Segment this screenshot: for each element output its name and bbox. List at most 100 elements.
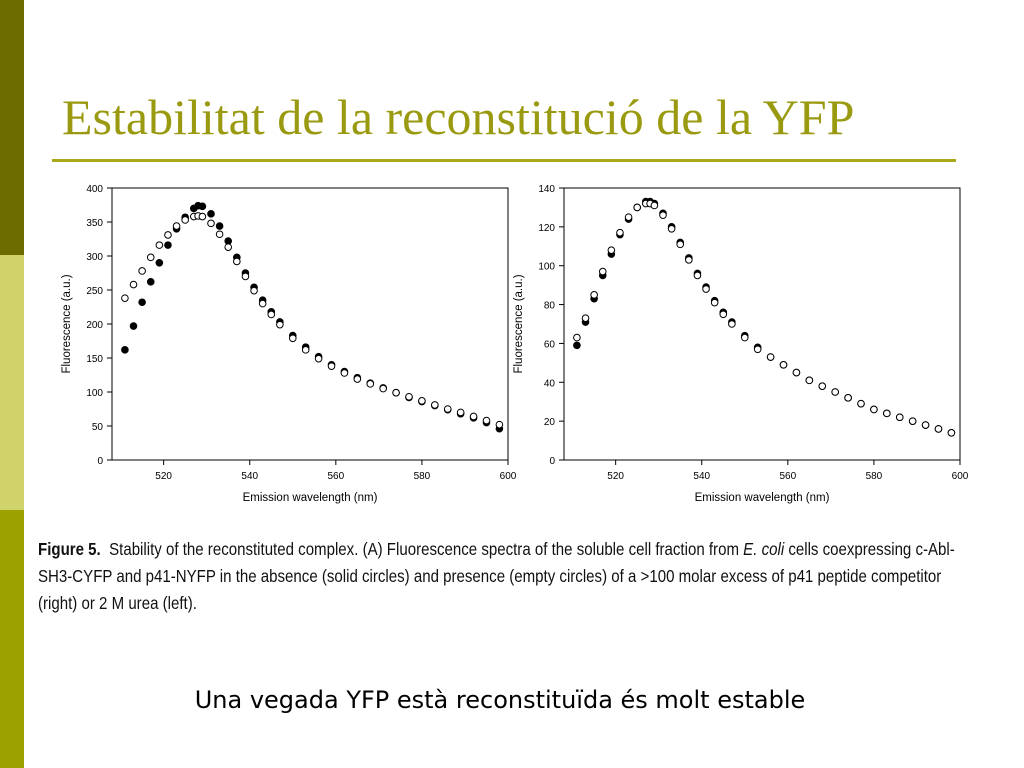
data-point-open (215, 230, 224, 239)
data-point-open (207, 219, 215, 228)
y-tick-label: 0 (97, 456, 103, 467)
y-tick-label: 200 (86, 320, 103, 331)
data-point-open (818, 382, 827, 390)
slide-footer-text: Una vegada YFP està reconstituïda és mol… (194, 686, 806, 714)
data-point-open (129, 280, 138, 289)
y-tick-label: 100 (538, 262, 555, 273)
side-bar-mid (0, 510, 24, 768)
data-point-open (198, 212, 207, 221)
y-tick-label: 150 (86, 354, 103, 365)
data-point-solid (129, 322, 138, 330)
x-tick-label: 560 (779, 471, 796, 482)
data-point-open (607, 246, 616, 254)
chart-svg: 0 20 40 60 80 100 120 140 520 540 560 580 600 Emissio… (513, 184, 969, 504)
data-point-open (831, 388, 839, 396)
caption-label: Figure 5. (38, 539, 101, 559)
data-point-open (616, 228, 624, 237)
plot-frame (563, 187, 961, 461)
data-point-open (314, 354, 323, 363)
data-point-open (469, 412, 478, 421)
data-point-open (702, 285, 710, 293)
data-point-open (870, 405, 878, 414)
data-point-open (138, 267, 146, 275)
y-tick-label: 300 (86, 252, 103, 263)
data-point-open (844, 394, 852, 402)
data-point-open (267, 310, 276, 319)
y-tick-label: 60 (544, 339, 556, 350)
y-axis-label: Fluorescence (a.u.) (513, 274, 525, 373)
data-point-open (659, 211, 667, 220)
data-point-open (233, 257, 241, 266)
data-point-open (676, 240, 685, 249)
y-tick-label: 120 (538, 223, 555, 234)
x-tick-label: 540 (241, 471, 258, 482)
data-point-solid (138, 298, 146, 307)
data-point-open (667, 225, 676, 233)
data-point-open (766, 353, 775, 361)
data-point-solid (198, 202, 207, 211)
data-point-solid (121, 346, 129, 354)
y-tick-label: 20 (544, 417, 556, 428)
data-point-open (288, 334, 297, 343)
data-point-open (624, 213, 633, 221)
side-bar-light (0, 255, 24, 510)
data-point-open (250, 286, 258, 295)
data-point-open (728, 320, 736, 328)
data-point-open (719, 310, 728, 319)
data-point-open (590, 291, 598, 299)
title-underline (52, 159, 956, 162)
data-point-open (301, 346, 310, 354)
x-axis-label: Emission wavelength (nm) (695, 492, 830, 504)
data-point-open (779, 361, 788, 369)
plot-frame (111, 187, 509, 461)
data-point-open (883, 409, 891, 418)
data-point-open (431, 401, 439, 409)
chart-svg: 0 50 100 150 200 250 300 350 400 520 540 560 580 600 E… (61, 184, 517, 504)
chart-urea: 0 50 100 150 200 250 300 350 400 520 540 560 580 600 E… (56, 172, 522, 508)
x-axis-label: Emission wavelength (nm) (243, 492, 378, 504)
data-point-open (895, 413, 904, 422)
data-point-open (693, 271, 702, 280)
data-point-open (276, 320, 284, 329)
y-tick-label: 350 (86, 218, 103, 229)
data-point-open (392, 388, 400, 397)
data-point-solid (224, 237, 233, 245)
data-point-open (598, 267, 607, 276)
data-point-open (456, 408, 465, 417)
y-tick-label: 50 (92, 422, 104, 433)
data-point-open (947, 429, 956, 437)
caption-text-2: cells coexpressing c-Abl-SH3-CYFP and p4… (38, 539, 955, 613)
data-point-open (443, 405, 452, 413)
data-point-open (710, 298, 719, 307)
chart-peptide: 0 20 40 60 80 100 120 140 520 540 560 580 600 Emissio… (508, 172, 974, 508)
data-point-solid (207, 210, 215, 218)
data-point-open (379, 384, 387, 393)
data-point-open (155, 241, 164, 249)
y-tick-label: 80 (544, 301, 556, 312)
data-point-open (258, 299, 267, 308)
data-point-open (405, 392, 413, 401)
side-bar-dark (0, 0, 24, 255)
data-point-solid (164, 241, 172, 249)
data-point-solid (215, 222, 224, 230)
data-point-open (934, 425, 943, 433)
data-point-solid (573, 341, 581, 350)
data-point-open (805, 376, 814, 385)
data-point-open (792, 368, 801, 377)
data-point-open (753, 345, 762, 354)
data-point-open (650, 201, 659, 210)
data-point-open (685, 256, 693, 264)
caption-organism: E. coli (743, 539, 785, 559)
data-point-solid (155, 259, 164, 267)
data-point-open (921, 421, 930, 429)
data-point-open (164, 231, 172, 239)
x-tick-label: 520 (155, 471, 172, 482)
data-point-open (482, 416, 491, 425)
x-tick-label: 520 (607, 471, 624, 482)
x-tick-label: 580 (414, 471, 431, 482)
data-point-open (740, 333, 749, 342)
data-point-open (857, 399, 865, 408)
data-point-open (495, 420, 504, 429)
data-point-open (573, 333, 581, 342)
data-point-open (172, 222, 181, 230)
